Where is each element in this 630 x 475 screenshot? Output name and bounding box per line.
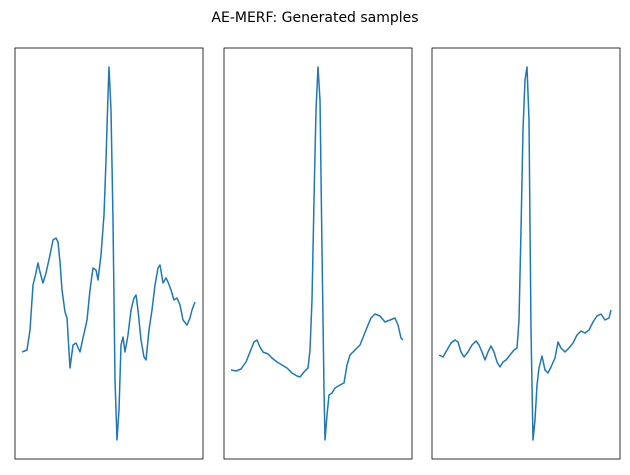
figure-title: AE-MERF: Generated samples — [211, 10, 418, 26]
axes-frame — [431, 47, 621, 460]
line — [230, 66, 404, 441]
axes-frame — [14, 47, 204, 460]
line — [21, 66, 196, 441]
axes-frame — [223, 47, 413, 460]
line — [438, 66, 612, 441]
